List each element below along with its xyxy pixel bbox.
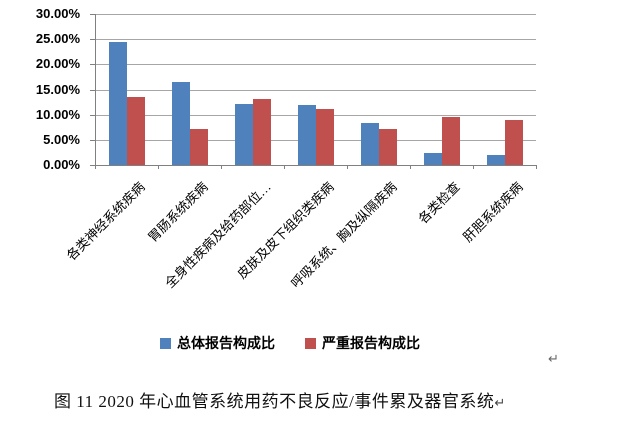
bar-严重报告构成比-胃肠系统疾病 [189,128,208,165]
x-axis-tick [95,165,96,169]
legend-label: 总体报告构成比 [177,337,275,352]
y-axis-tick [90,39,95,41]
x-axis-category-label: 呼吸系统、胸及纵隔疾病 [288,179,401,291]
y-axis-tick [90,89,95,91]
bar-总体报告构成比-全身性疾病及给药部位… [234,103,253,165]
x-axis-category-label: 各类神经系统疾病 [64,179,149,264]
gridline [95,39,536,41]
y-axis-tick-label: 15.00% [35,81,80,97]
figure-caption: 图 11 2020 年心血管系统用药不良反应/事件累及器官系统↵ [54,387,505,412]
bar-总体报告构成比-肝胆系统疾病 [486,155,505,165]
y-axis-tick-label: 30.00% [35,6,80,21]
bar-严重报告构成比-全身性疾病及给药部位… [252,99,271,165]
bar-总体报告构成比-皮肤及皮下组织类疾病 [297,105,316,165]
y-axis-tick [90,139,95,141]
bar-严重报告构成比-皮肤及皮下组织类疾病 [315,108,334,165]
x-axis-tick [158,165,159,169]
y-axis-tick [90,114,95,116]
bar-严重报告构成比-各类神经系统疾病 [126,96,145,165]
gridline [95,89,536,91]
figure-caption-text: 图 11 2020 年心血管系统用药不良反应/事件累及器官系统 [54,392,495,411]
gridline [95,64,536,66]
bar-总体报告构成比-胃肠系统疾病 [171,81,190,165]
x-axis-tick [410,165,411,169]
bar-总体报告构成比-各类检查 [423,152,442,165]
plot-area [95,14,536,166]
x-axis-tick [284,165,285,169]
bar-严重报告构成比-呼吸系统、胸及纵隔疾病 [378,129,397,165]
chart-legend: 总体报告构成比 严重报告构成比 [30,333,550,353]
y-axis-tick-label: 25.00% [35,31,80,47]
gridline [95,14,536,15]
legend-item: 严重报告构成比 [305,333,420,353]
x-axis-line [95,165,536,166]
y-axis-line [95,14,96,165]
x-axis-tick [221,165,222,169]
bar-严重报告构成比-各类检查 [441,116,460,165]
bar-总体报告构成比-各类神经系统疾病 [108,41,127,165]
x-axis-tick [473,165,474,169]
x-axis-category-label: 肝胆系统疾病 [460,179,527,245]
paragraph-mark: ↵ [548,351,559,366]
x-axis-category-label: 各类检查 [415,179,464,227]
caption-paragraph-mark: ↵ [494,395,506,410]
y-axis-tick-label: 0.00% [43,157,80,172]
x-axis-tick [347,165,348,169]
legend-swatch-icon [305,337,316,349]
legend-item: 总体报告构成比 [160,333,275,353]
legend-swatch-icon [160,337,171,349]
bar-严重报告构成比-肝胆系统疾病 [504,120,523,165]
y-axis-tick [90,14,95,15]
bar-总体报告构成比-呼吸系统、胸及纵隔疾病 [360,123,379,165]
y-axis-tick-label: 5.00% [43,131,80,147]
x-axis-tick [536,165,537,169]
y-axis-tick-label: 10.00% [35,106,80,122]
y-axis-tick [90,64,95,66]
y-axis-tick [90,165,95,166]
y-axis-tick-label: 20.00% [35,56,80,72]
x-axis-category-label: 全身性疾病及给药部位… [162,179,275,291]
legend-label: 严重报告构成比 [322,337,420,352]
